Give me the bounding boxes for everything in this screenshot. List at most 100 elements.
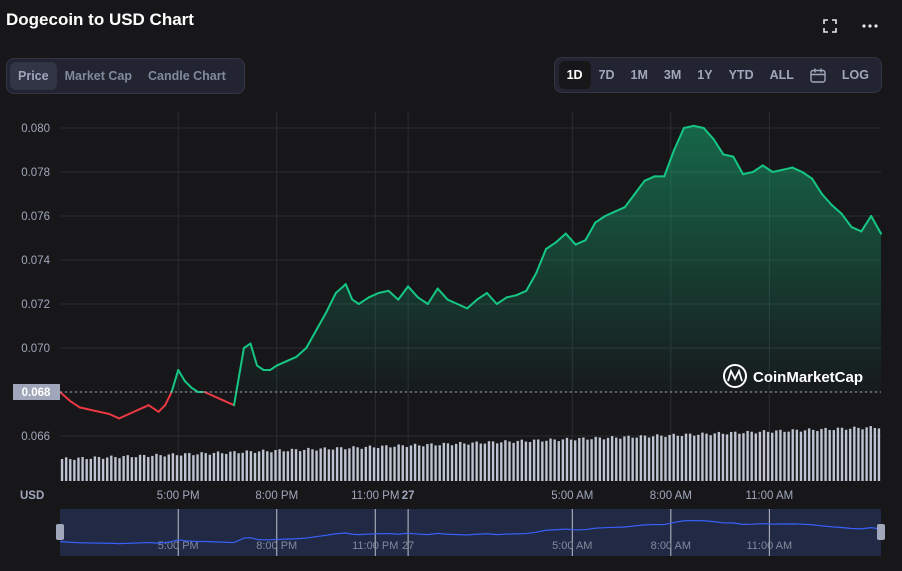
volume-bar bbox=[179, 455, 183, 481]
price-line-segment bbox=[811, 177, 823, 195]
volume-bar bbox=[594, 436, 597, 481]
volume-bar bbox=[204, 453, 207, 481]
volume-bar bbox=[101, 458, 105, 481]
range-1y[interactable]: 1Y bbox=[697, 68, 713, 82]
range-1m[interactable]: 1M bbox=[630, 68, 648, 82]
price-line-segment bbox=[554, 232, 567, 244]
volume-bar bbox=[286, 451, 290, 481]
volume-bar bbox=[208, 454, 212, 481]
navigator-right-handle[interactable] bbox=[877, 524, 885, 540]
volume-bar bbox=[865, 427, 868, 481]
volume-bar bbox=[81, 457, 84, 481]
volume-bar bbox=[516, 440, 519, 481]
y-tick-label: 0.078 bbox=[21, 167, 50, 179]
more-icon[interactable] bbox=[860, 16, 880, 36]
range-ytd[interactable]: YTD bbox=[728, 68, 754, 82]
volume-bar bbox=[832, 430, 835, 481]
price-line-segment bbox=[315, 311, 328, 332]
volume-bar bbox=[631, 437, 634, 481]
price-line-segment bbox=[203, 391, 216, 398]
price-line-segment bbox=[623, 193, 636, 209]
reference-price-badge bbox=[13, 384, 60, 400]
range-1d[interactable]: 1D bbox=[558, 61, 591, 89]
price-line-segment bbox=[295, 347, 308, 358]
volume-bar bbox=[553, 439, 556, 481]
price-line-segment bbox=[594, 215, 607, 224]
volume-bar bbox=[795, 429, 799, 481]
volume-bar bbox=[849, 428, 852, 481]
price-line-segment bbox=[485, 292, 498, 305]
volume-bar bbox=[524, 441, 528, 481]
volume-bar bbox=[861, 429, 864, 481]
price-line-segment bbox=[108, 413, 121, 420]
chart-title: Dogecoin to USD Chart bbox=[6, 10, 194, 29]
volume-bar bbox=[151, 455, 154, 481]
volume-bar bbox=[853, 426, 856, 481]
fullscreen-icon[interactable] bbox=[820, 16, 840, 36]
range-3m[interactable]: 3M bbox=[663, 68, 682, 82]
volume-bar bbox=[651, 436, 655, 481]
volume-bar bbox=[668, 434, 671, 481]
volume-bar bbox=[701, 432, 704, 481]
volume-bar bbox=[623, 436, 626, 481]
volume-bar bbox=[163, 456, 166, 481]
volume-bar bbox=[401, 445, 404, 481]
volume-bar bbox=[676, 435, 680, 481]
tab-candle-chart[interactable]: Candle Chart bbox=[147, 69, 226, 83]
volume-bar bbox=[771, 432, 774, 481]
navigator-x-label: 5:00 PM bbox=[158, 540, 199, 552]
volume-bar bbox=[475, 441, 478, 481]
volume-bar bbox=[438, 445, 441, 481]
volume-bar bbox=[147, 457, 150, 481]
x-tick-label: 5:00 PM bbox=[157, 490, 200, 502]
price-line-segment bbox=[59, 391, 71, 402]
price-line-segment bbox=[177, 369, 186, 382]
volume-bar bbox=[344, 449, 347, 481]
volume-bar bbox=[413, 443, 417, 481]
volume-bar bbox=[130, 457, 134, 481]
price-line-segment bbox=[722, 153, 735, 158]
tab-price[interactable]: Price bbox=[10, 62, 57, 90]
volume-bar bbox=[602, 439, 606, 481]
navigator-line bbox=[59, 519, 882, 545]
volume-bar bbox=[381, 445, 384, 481]
volume-bar bbox=[680, 436, 684, 481]
range-all[interactable]: ALL bbox=[769, 68, 794, 82]
volume-bar bbox=[446, 443, 450, 481]
volume-bar bbox=[869, 426, 872, 481]
volume-bar bbox=[270, 452, 273, 481]
volume-bar bbox=[709, 435, 712, 481]
volume-bar bbox=[192, 455, 195, 481]
watermark-text: CoinMarketCap bbox=[753, 369, 863, 386]
price-line-segment bbox=[98, 410, 111, 415]
volume-bar bbox=[705, 433, 708, 481]
price-line-segment bbox=[742, 171, 754, 176]
price-line-segment bbox=[830, 204, 843, 215]
volume-bar bbox=[422, 446, 425, 481]
volume-bar bbox=[335, 447, 339, 481]
y-axis-unit-label: USD bbox=[20, 490, 44, 502]
volume-bar bbox=[290, 448, 294, 481]
volume-bar bbox=[311, 449, 314, 481]
volume-bar bbox=[824, 427, 827, 481]
volume-bar bbox=[590, 439, 593, 481]
tab-market-cap[interactable]: Market Cap bbox=[64, 69, 132, 83]
price-line-segment bbox=[78, 406, 91, 411]
navigator-left-handle[interactable] bbox=[56, 524, 64, 540]
log-scale-toggle[interactable]: LOG bbox=[841, 68, 869, 82]
volume-bar bbox=[606, 437, 610, 481]
price-line-segment bbox=[275, 360, 288, 367]
navigator-x-label: 5:00 AM bbox=[552, 540, 592, 552]
volume-bar bbox=[803, 430, 807, 481]
volume-bar bbox=[249, 451, 253, 481]
volume-bar bbox=[549, 438, 552, 481]
range-7d[interactable]: 7D bbox=[598, 68, 615, 82]
price-line-segment bbox=[574, 239, 587, 246]
volume-bar bbox=[278, 449, 281, 481]
volume-bar bbox=[138, 454, 142, 481]
calendar-icon[interactable] bbox=[802, 62, 834, 89]
coinmarketcap-logo-mark bbox=[727, 368, 743, 382]
volume-bar bbox=[307, 447, 310, 481]
volume-bar bbox=[791, 429, 794, 481]
navigator-x-label: 11:00 PM bbox=[352, 540, 398, 552]
